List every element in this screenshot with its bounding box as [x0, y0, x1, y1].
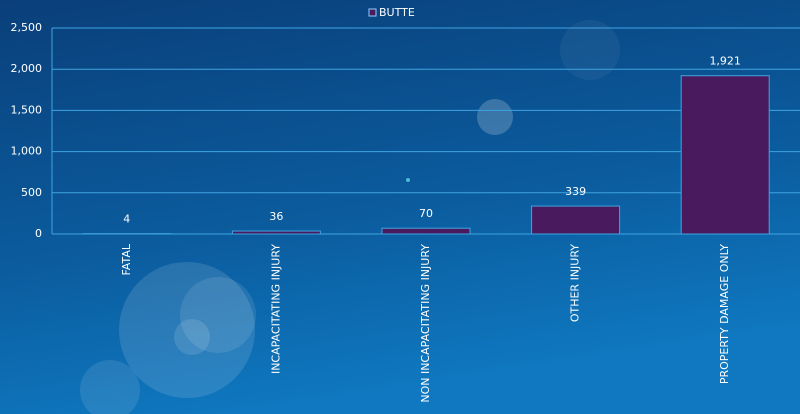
- x-tick-label: INCAPACITATING INJURY: [269, 244, 282, 374]
- bar: [531, 205, 621, 235]
- bar: [381, 227, 471, 235]
- x-tick-label: FATAL: [120, 243, 133, 275]
- legend: BUTTE: [368, 6, 415, 19]
- bar: [231, 230, 321, 235]
- bar: [680, 75, 770, 235]
- value-label: 70: [419, 207, 433, 220]
- y-tick-label: 2,000: [11, 62, 43, 75]
- y-tick-label: 1,500: [11, 103, 43, 116]
- legend-swatch: [368, 8, 377, 17]
- x-tick-label: OTHER INJURY: [569, 244, 582, 322]
- x-tick-label: NON INCAPACITATING INJURY: [419, 244, 432, 403]
- y-tick-label: 500: [21, 186, 42, 199]
- value-label: 1,921: [709, 55, 741, 68]
- bokeh: [80, 20, 620, 414]
- legend-label: BUTTE: [379, 6, 415, 19]
- value-label: 339: [565, 185, 586, 198]
- y-tick-label: 1,000: [11, 145, 43, 158]
- y-tick-label: 2,500: [11, 21, 43, 34]
- x-tick-label: PROPERTY DAMAGE ONLY: [718, 244, 731, 384]
- y-tick-label: 0: [35, 227, 42, 240]
- value-label: 4: [123, 213, 130, 226]
- value-label: 36: [269, 210, 283, 223]
